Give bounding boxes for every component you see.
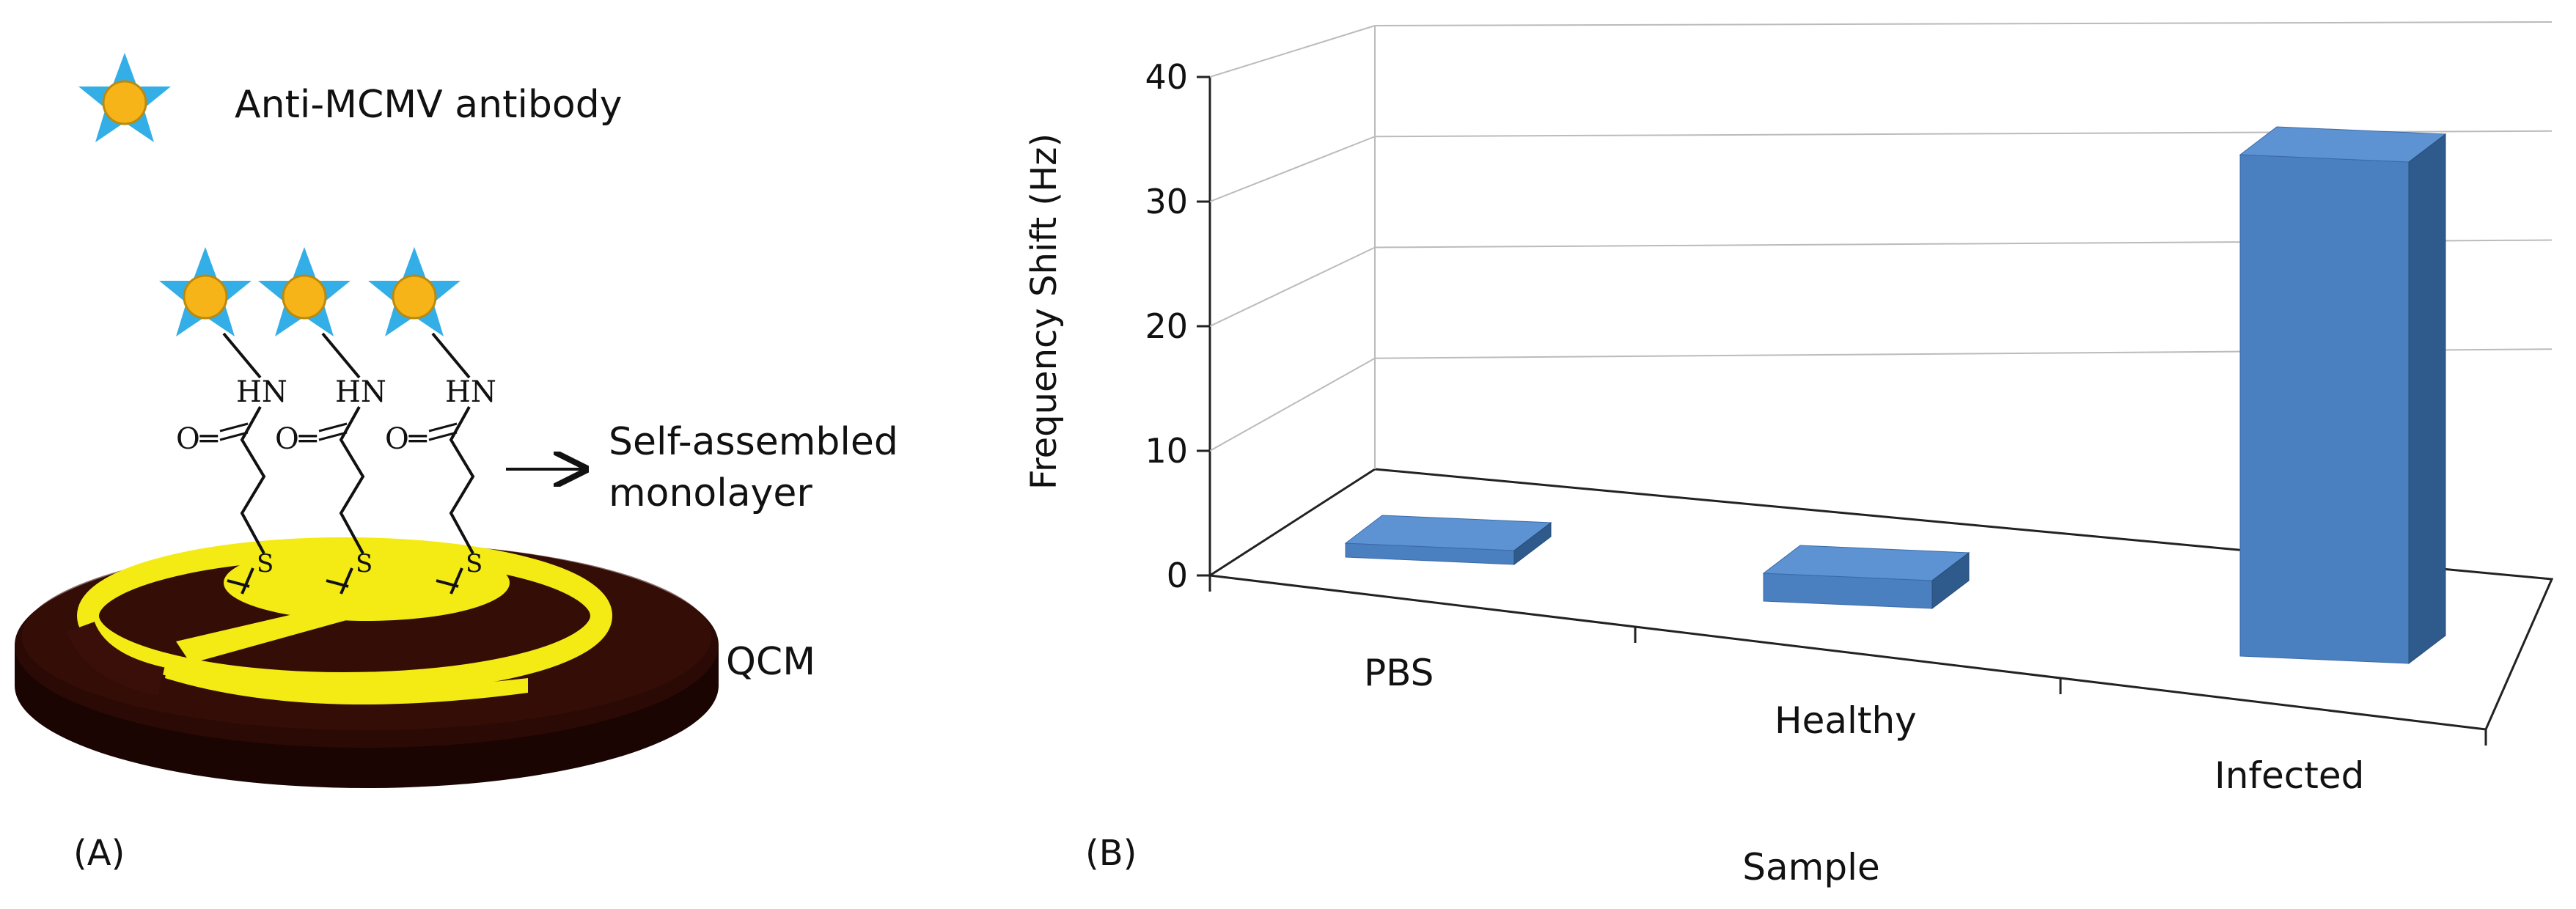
sulfur-label: S (257, 549, 274, 578)
bar-pbs (1344, 515, 1552, 566)
gridline-side (1209, 357, 1376, 452)
category-label: Infected (2214, 754, 2364, 797)
sam-linker-3: HN O═ S (368, 247, 496, 595)
category-label: Healthy (1775, 699, 1917, 742)
bar-healthy (1762, 545, 1970, 610)
x-axis-title: Sample (1742, 846, 1879, 888)
qcm-label: QCM (726, 640, 815, 684)
antibody-legend-label: Anti-MCMV antibody (235, 83, 623, 127)
bar-side (2408, 133, 2446, 665)
y-tick-label: 30 (1145, 182, 1188, 221)
hn-label: HN (236, 375, 287, 409)
y-tick-label: 0 (1167, 556, 1188, 595)
panel-a-label: (A) (73, 833, 125, 874)
category-label: PBS (1364, 652, 1434, 694)
bar-side (1513, 521, 1552, 566)
carbonyl-label: O═ (275, 422, 318, 456)
y-tick-label: 40 (1145, 57, 1188, 97)
qcm-crystal-icon (15, 537, 719, 788)
gridline (1374, 21, 2553, 26)
sam-linker-1: HN O═ S (159, 247, 287, 595)
hn-label: HN (335, 375, 386, 409)
sam-label-line2: monolayer (609, 471, 812, 515)
panel-b-label: (B) (1085, 833, 1137, 874)
gridline-side (1209, 246, 1376, 327)
sam-linker-2: HN O═ S (258, 247, 386, 595)
carbonyl-label: O═ (176, 422, 219, 456)
y-axis-title: Frequency Shift (Hz) (1024, 133, 1065, 490)
sam-label-line1: Self-assembled (609, 420, 898, 464)
gridline-side (1209, 25, 1376, 78)
y-tick-label: 10 (1145, 431, 1188, 471)
y-tick-label: 20 (1145, 306, 1188, 346)
chart-category-labels: PBS Healthy Infected (1364, 652, 2364, 797)
bar-infected (2239, 126, 2447, 665)
chart-bars (1344, 126, 2447, 665)
hn-label: HN (445, 375, 496, 409)
antibody-star-icon (78, 53, 171, 142)
gridline-side (1209, 136, 1376, 202)
panel-a: Anti-MCMV antibody HN O═ S (15, 53, 898, 874)
sulfur-label: S (356, 549, 373, 578)
bar-front (2239, 154, 2410, 664)
chart-ytick-labels: 0 10 20 30 40 (1145, 57, 1188, 595)
carbonyl-label: O═ (385, 422, 428, 456)
panel-b: 0 10 20 30 40 PBS Healthy Infected Frequency S… (1024, 21, 2554, 888)
bar-side (1931, 551, 1970, 610)
sulfur-label: S (466, 549, 482, 578)
